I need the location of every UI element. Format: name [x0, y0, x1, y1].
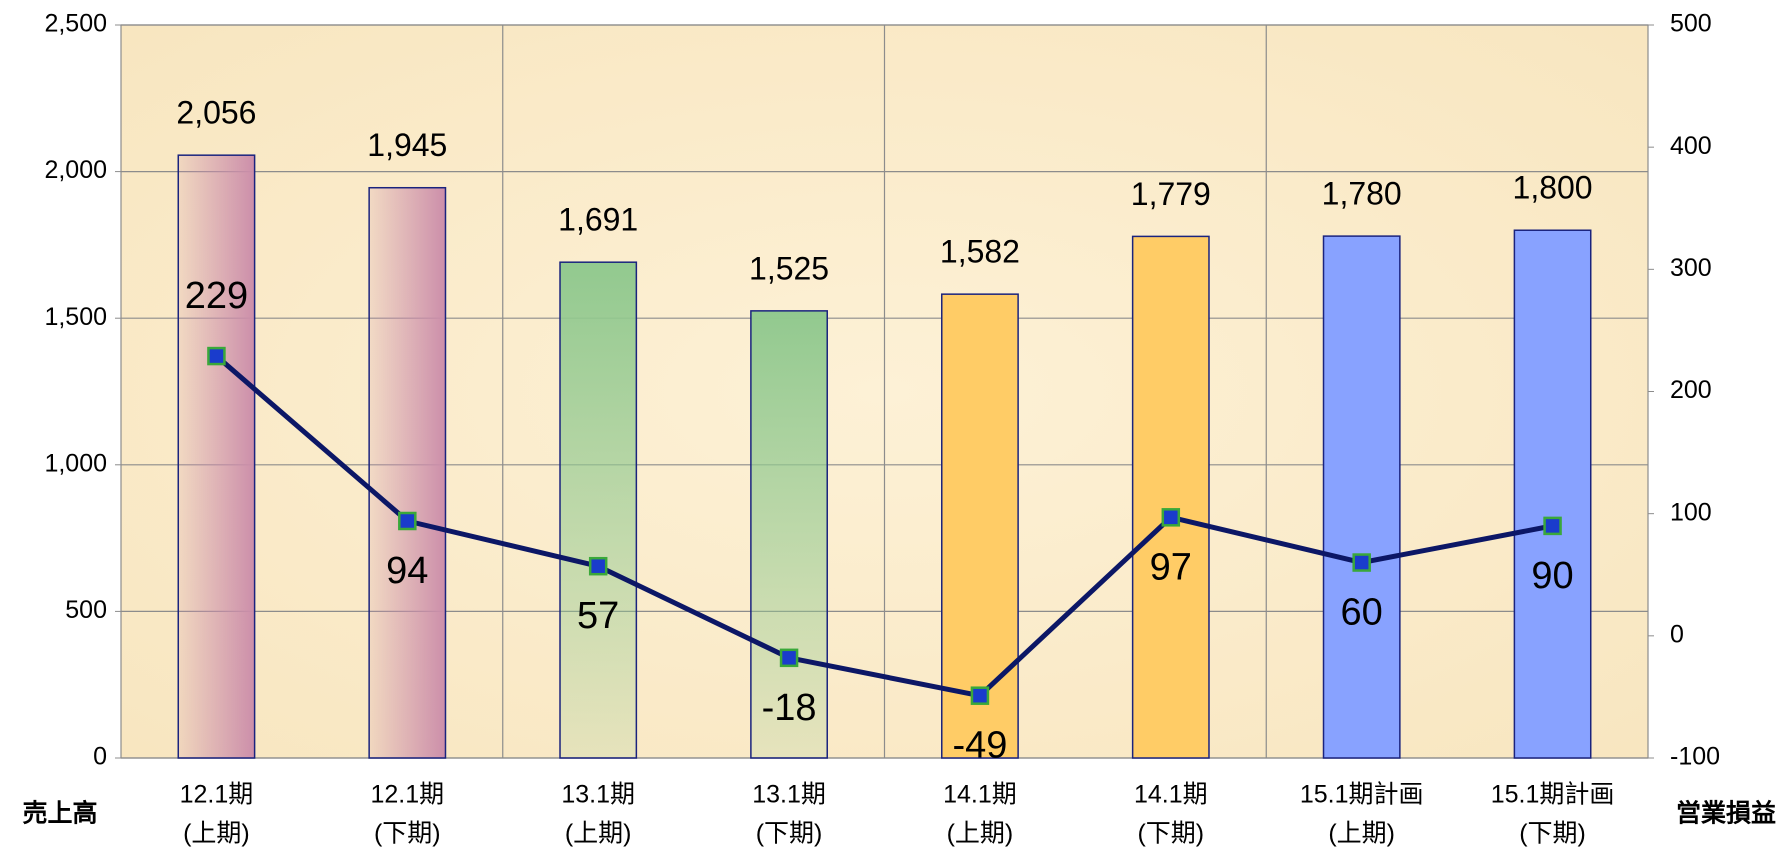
line-marker — [779, 648, 799, 668]
x-tick-label: 13.1期 — [752, 781, 826, 809]
bar — [941, 293, 1019, 759]
x-tick-label: (下期) — [1519, 820, 1586, 848]
line-value-label: 90 — [1531, 555, 1573, 597]
bar — [750, 310, 828, 759]
y2-tick-label: 200 — [1670, 376, 1712, 404]
x-tick-label: 14.1期 — [943, 781, 1017, 809]
x-tick-label: (上期) — [565, 820, 632, 848]
line-value-label: 60 — [1341, 592, 1383, 634]
line-value-label: -18 — [762, 687, 817, 729]
line-value-label: 94 — [386, 550, 428, 592]
line-marker — [207, 346, 226, 366]
x-tick-label: 12.1期 — [180, 781, 254, 809]
bar-value-label: 1,779 — [1131, 176, 1211, 212]
y-tick-label: 500 — [65, 596, 107, 624]
y2-tick-label: 500 — [1670, 10, 1712, 38]
y-tick-label: 2,500 — [44, 10, 107, 38]
bar-value-label: 1,525 — [749, 250, 829, 286]
x-tick-label: (下期) — [1137, 820, 1204, 848]
y-tick-label: 1,000 — [44, 449, 107, 477]
line-marker — [1543, 516, 1562, 536]
bar — [177, 154, 256, 759]
bar-value-label: 1,945 — [367, 127, 447, 163]
x-tick-label: 13.1期 — [561, 781, 635, 809]
x-tick-label: 15.1期計画 — [1491, 781, 1615, 809]
y2-tick-label: 300 — [1670, 254, 1712, 282]
x-tick-label: 15.1期計画 — [1300, 781, 1424, 809]
bar-value-label: 1,691 — [558, 202, 638, 238]
y2-tick-label: -100 — [1670, 743, 1720, 771]
line-value-label: 57 — [577, 595, 619, 637]
bar — [1131, 235, 1210, 759]
y2-axis-label: 営業損益 — [1676, 800, 1776, 828]
line-value-label: -49 — [952, 725, 1007, 767]
bar-value-label: 2,056 — [176, 95, 256, 131]
bar — [368, 186, 447, 759]
y-tick-label: 0 — [93, 743, 107, 771]
line-value-label: 97 — [1150, 546, 1192, 588]
bar — [1322, 235, 1401, 759]
x-tick-label: 12.1期 — [370, 781, 444, 809]
x-tick-label: 14.1期 — [1134, 781, 1208, 809]
x-tick-label: (下期) — [374, 820, 441, 848]
y2-tick-label: 100 — [1670, 498, 1712, 526]
line-marker — [588, 556, 608, 576]
line — [214, 354, 1554, 699]
y-tick-label: 1,500 — [44, 303, 107, 331]
x-tick-label: (下期) — [756, 820, 823, 848]
y-axis-label: 売上高 — [22, 799, 97, 828]
x-tick-label: (上期) — [1328, 820, 1395, 848]
bar — [559, 261, 638, 759]
y2-tick-label: 0 — [1670, 620, 1684, 648]
y2-tick-label: 400 — [1670, 132, 1712, 160]
line-marker — [1352, 553, 1371, 572]
line-marker — [1161, 508, 1181, 527]
line-value-label: 229 — [185, 275, 248, 317]
x-tick-label: (上期) — [183, 820, 250, 848]
line-marker — [398, 511, 417, 531]
bar-value-label: 1,780 — [1322, 176, 1402, 212]
y-tick-label: 2,000 — [44, 156, 107, 184]
bar-value-label: 1,800 — [1513, 170, 1593, 206]
x-tick-label: (上期) — [947, 820, 1014, 848]
plot-frame — [120, 24, 1649, 759]
bar-value-label: 1,582 — [940, 234, 1020, 270]
bar — [1513, 229, 1592, 759]
line-marker — [970, 686, 990, 705]
